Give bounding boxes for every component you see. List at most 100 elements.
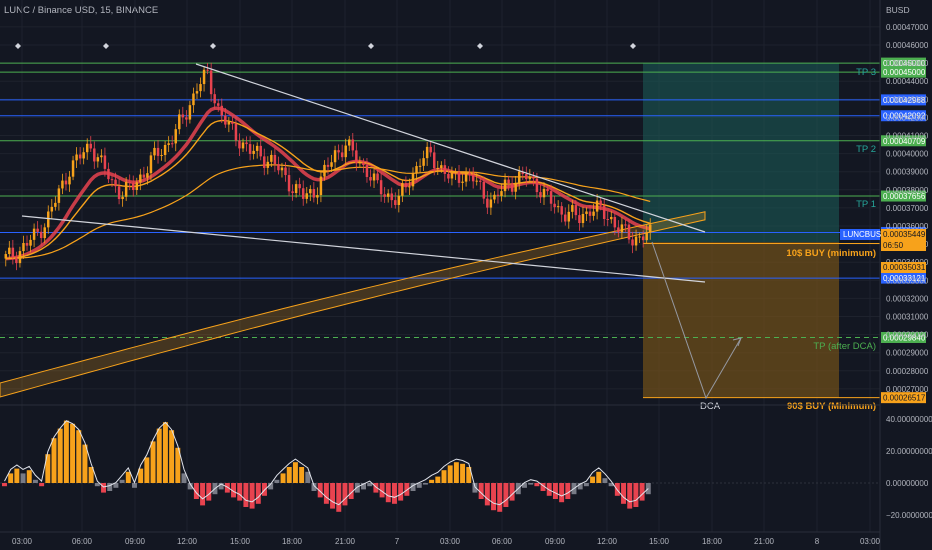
price-tick-label: 0.00030000 [886, 331, 929, 340]
candle-body [39, 231, 43, 239]
time-tick-label: 18:00 [702, 537, 723, 546]
candle-body [631, 239, 634, 246]
candle-body [326, 164, 330, 167]
level-tag-bg [881, 57, 926, 69]
lower-trendline[interactable] [21, 215, 706, 283]
price-tick-label: 0.00040000 [886, 150, 929, 159]
upper-trendline[interactable] [195, 63, 706, 233]
osc-bar [608, 483, 614, 487]
candle-body [486, 198, 489, 208]
candle-body [479, 180, 482, 182]
osc-bar [336, 483, 342, 512]
level-tag-bg [881, 272, 926, 284]
ma-fast [5, 106, 651, 261]
osc-bar [330, 483, 336, 509]
level-tag: 0.00045000 [883, 68, 926, 77]
candle-body [496, 194, 500, 196]
candle-body [234, 123, 238, 141]
osc-bar [243, 483, 249, 507]
price-tick-label: 0.00032000 [886, 294, 929, 303]
candle-body [248, 144, 252, 154]
candle-body [394, 200, 397, 205]
osc-bar [528, 483, 534, 485]
osc-bar [88, 467, 94, 483]
price-tag-bg [881, 229, 926, 240]
candle-body [61, 180, 64, 189]
candle-body [415, 166, 418, 174]
signal-marker [630, 43, 636, 49]
candle-body [43, 227, 46, 239]
signal-marker [210, 43, 216, 49]
tp3-label: TP 3 [856, 67, 876, 78]
osc-bar [2, 483, 7, 487]
osc-bar [14, 468, 20, 483]
candle-body [344, 145, 347, 158]
osc-bar [169, 430, 175, 483]
candle-body [564, 214, 567, 222]
osc-bar [51, 438, 57, 483]
time-tick-label: 03:00 [860, 537, 881, 546]
price-tick-label: 0.00039000 [886, 168, 929, 177]
candle-body [245, 142, 248, 145]
osc-bar [354, 483, 360, 493]
candle-body [25, 243, 29, 246]
candle-body [124, 181, 128, 197]
candle-body [312, 189, 316, 198]
time-tick-label: 8 [815, 537, 820, 546]
candle-body [556, 206, 560, 208]
time-tick-label: 06:00 [72, 537, 93, 546]
tp-dca-label: TP (after DCA) [813, 341, 876, 352]
osc-bar [323, 483, 329, 504]
candle-body [411, 173, 415, 187]
candle-body [8, 247, 11, 255]
price-tick-label: 0.00041000 [886, 132, 929, 141]
candle-body [369, 177, 372, 181]
time-tick-label: 21:00 [754, 537, 775, 546]
candle-body [638, 236, 641, 238]
signal-marker [103, 43, 109, 49]
osc-bar [63, 420, 69, 483]
level-tag-bg [881, 66, 926, 78]
price-tick-label: 0.00047000 [886, 23, 929, 32]
osc-tick-label: 40.00000000 [886, 415, 932, 424]
price-axis[interactable]: 0.000470000.000460000.000450000.00044000… [886, 23, 929, 394]
candle-body [185, 117, 188, 120]
candle-body [436, 167, 440, 169]
candle-body [348, 139, 351, 146]
symbol-tag: LUNCBUSD [843, 230, 887, 239]
candle-body [160, 155, 163, 157]
symbol-tag-bg [840, 229, 880, 240]
candle-body [528, 176, 532, 180]
osc-bar [305, 471, 311, 483]
osc-bar [596, 471, 602, 483]
price-tick-label: 0.00028000 [886, 367, 929, 376]
candle-body [648, 224, 652, 233]
candle-body [149, 155, 153, 174]
candle-body [188, 105, 192, 120]
osc-bar [540, 483, 546, 491]
candle-body [117, 186, 121, 200]
candle-body [560, 206, 563, 215]
candle-body [206, 69, 209, 71]
osc-bar [268, 483, 274, 490]
candle-body [464, 172, 468, 182]
candle-body [202, 69, 206, 85]
time-axis[interactable]: 03:00 06:00 09:00 12:00 15:00 18:00 21:00 7 03:0… [12, 537, 881, 546]
currency-label: BUSD [886, 5, 910, 15]
time-tick-label: 15:00 [649, 537, 670, 546]
osc-bar [125, 471, 131, 483]
osc-bar [224, 483, 230, 493]
candle-body [114, 179, 117, 187]
candle-body [489, 199, 493, 208]
extra-tag-bg [881, 262, 926, 273]
osc-bar [138, 468, 144, 483]
candle-body [174, 129, 177, 144]
time-tick-label: 12:00 [177, 537, 198, 546]
candle-body [78, 154, 82, 159]
candle-body [617, 227, 620, 233]
candle-body [422, 158, 425, 166]
candle-body [401, 183, 404, 196]
candle-body [128, 181, 131, 183]
candle-body [627, 224, 631, 240]
